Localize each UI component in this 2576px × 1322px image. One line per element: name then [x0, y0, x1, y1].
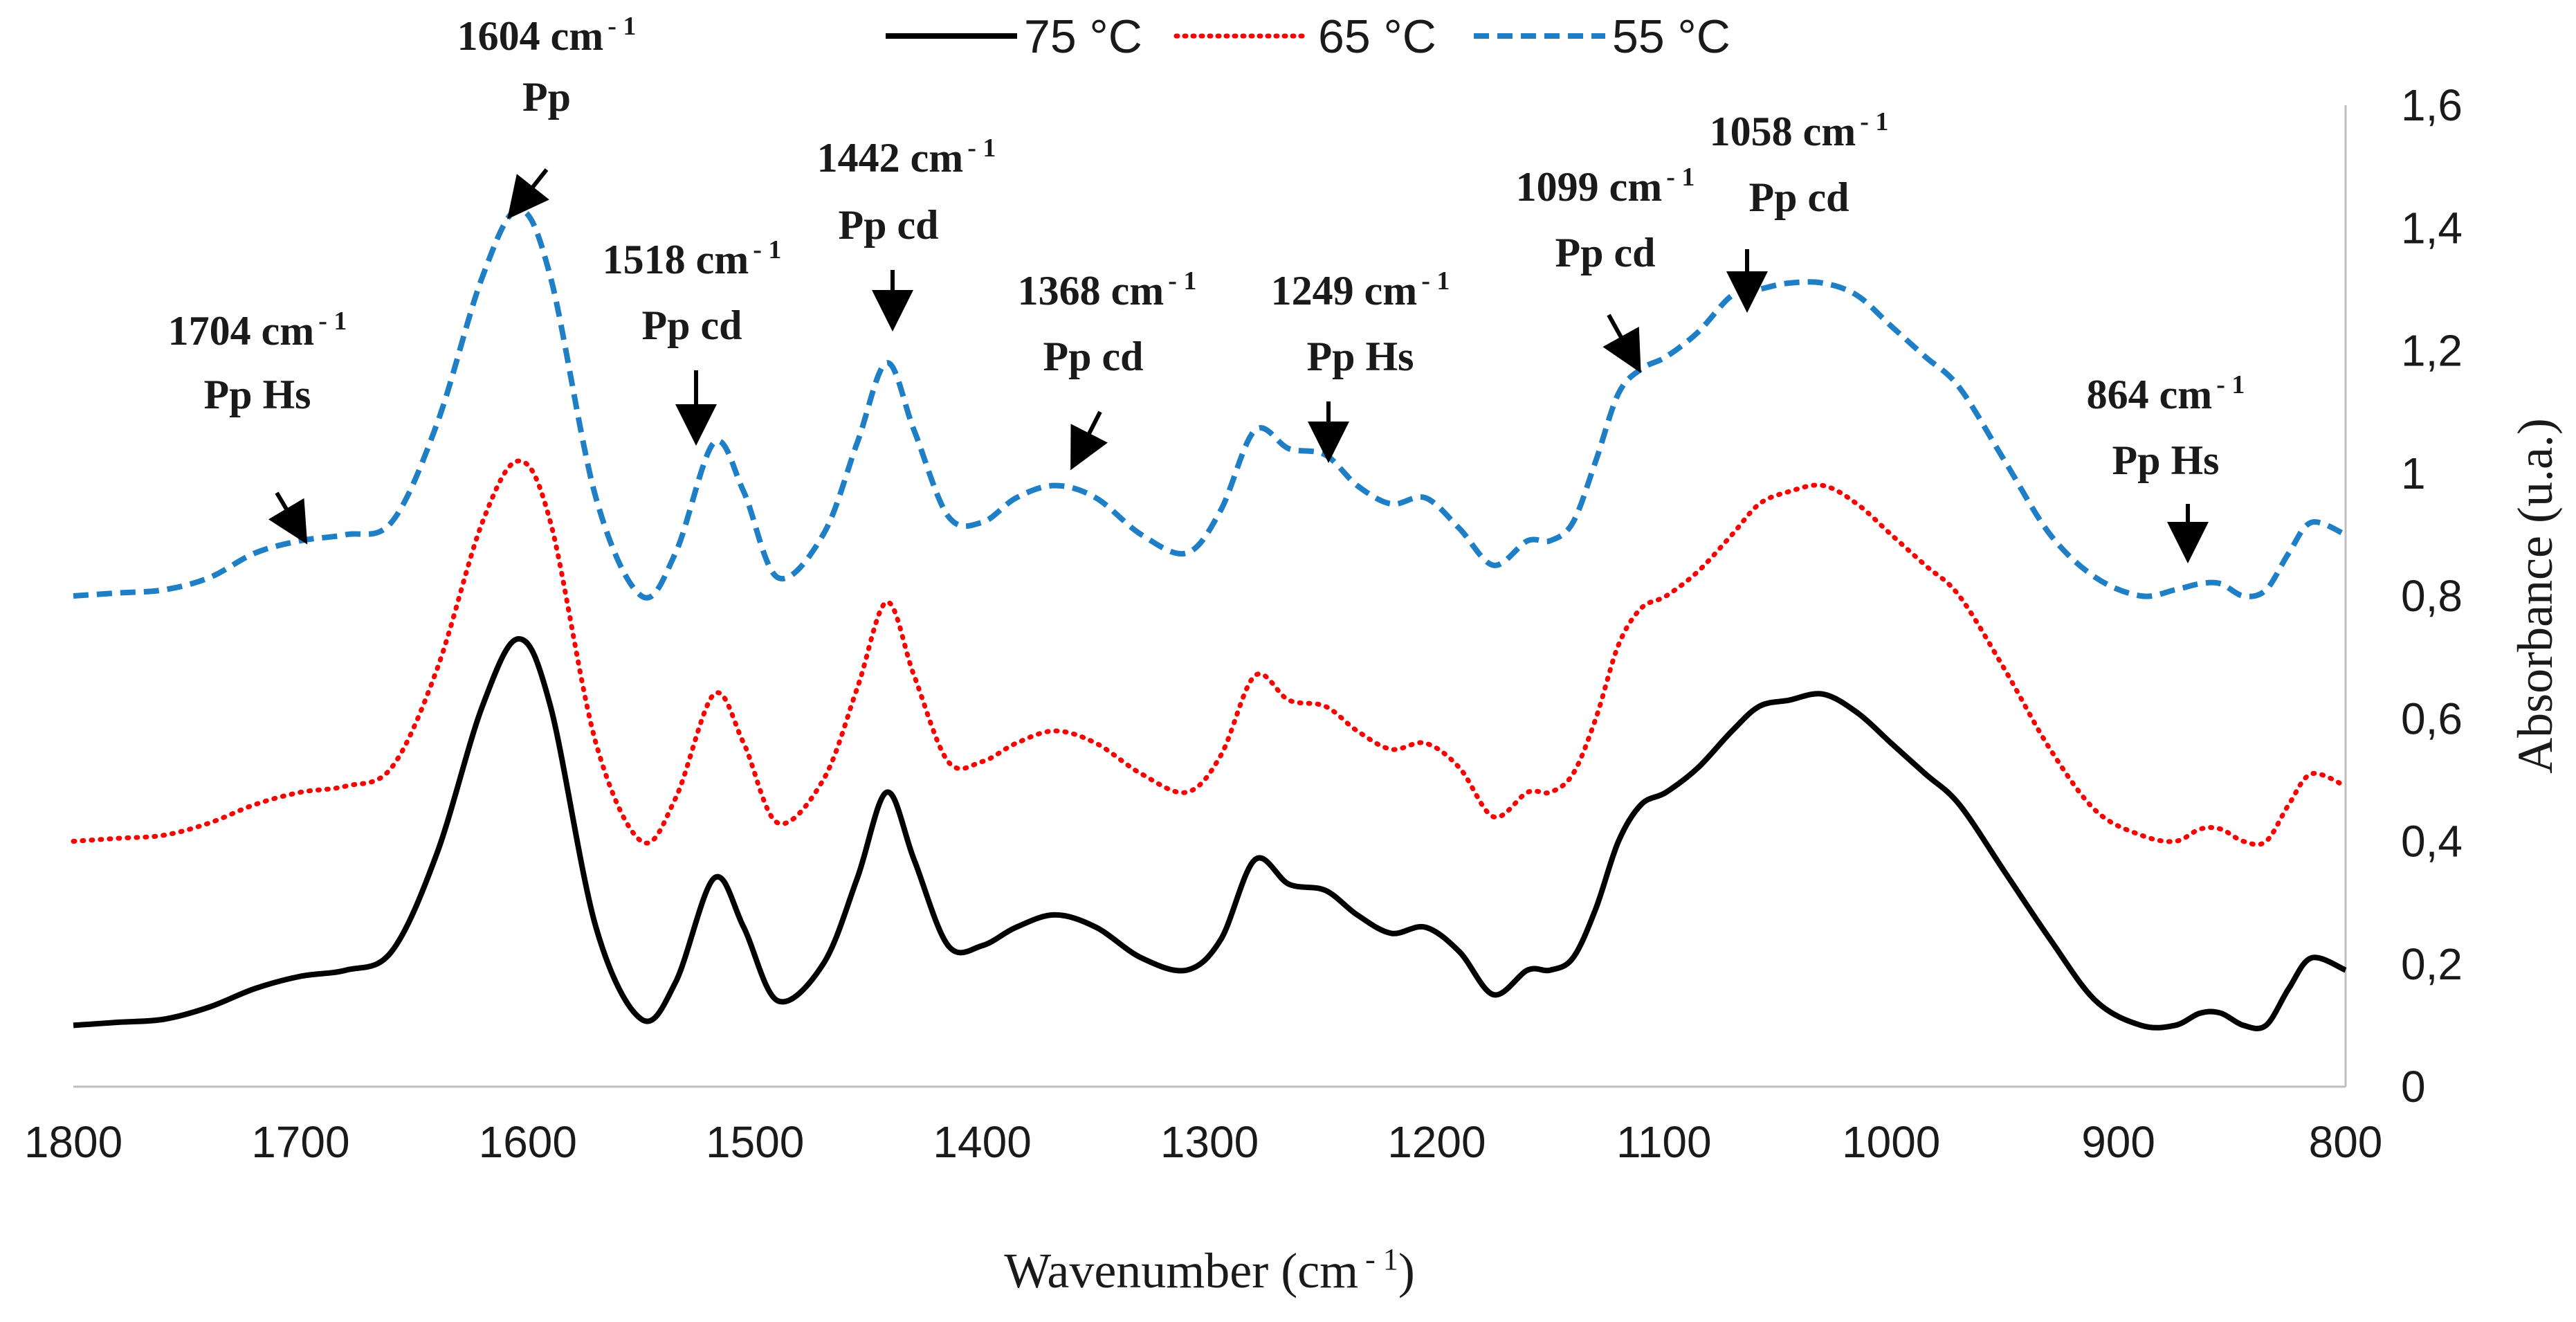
annotation-1704-wavenumber-text: 1704 cm: [168, 308, 315, 354]
y-tick-label-1-2: 1,2: [2401, 326, 2463, 376]
annotation-1604-wavenumber-text: 1604 cm: [457, 13, 604, 59]
x-tick-label-1200: 1200: [1387, 1117, 1486, 1167]
y-axis-title: Absorbance (u.a.): [2508, 418, 2563, 774]
annotation-1518-wavenumber-text: 1518 cm: [603, 237, 749, 282]
annotation-1249-wavenumber-text: 1249 cm: [1271, 268, 1418, 314]
y-tick-label-1-6: 1,6: [2401, 80, 2463, 130]
annotation-1442-sup: - 1: [967, 134, 996, 163]
annotation-1249-sup: - 1: [1421, 266, 1450, 296]
annotation-1099-assignment: Pp cd: [1555, 230, 1655, 275]
annotation-1249-wavenumber: 1249 cm - 1: [1271, 266, 1450, 314]
annotation-864-assignment: Pp Hs: [2112, 437, 2219, 483]
annotation-1604: 1604 cm - 1 Pp: [457, 12, 637, 219]
annotation-1058: 1058 cm - 1 Pp cd: [1710, 107, 1889, 313]
annotation-1442-wavenumber-text: 1442 cm: [817, 135, 964, 181]
annotation-1704-wavenumber: 1704 cm - 1: [168, 307, 347, 354]
annotation-1368: 1368 cm - 1 Pp cd: [1018, 266, 1197, 471]
y-tick-labels: 0 0,2 0,4 0,6 0,8 1 1,2 1,4 1,6: [2401, 80, 2463, 1112]
x-tick-label-1800: 1800: [24, 1117, 122, 1167]
y-tick-label-1-4: 1,4: [2401, 203, 2463, 253]
x-tick-label-1700: 1700: [251, 1117, 349, 1167]
annotation-1704-sup: - 1: [318, 307, 347, 336]
x-axis-title-sup: - 1: [1365, 1242, 1398, 1276]
annotation-1368-assignment: Pp cd: [1043, 334, 1143, 379]
annotation-1368-wavenumber: 1368 cm - 1: [1018, 266, 1197, 314]
annotation-1604-assignment: Pp: [522, 74, 571, 120]
legend-label-75c: 75 °C: [1024, 10, 1142, 63]
x-axis-title-main: Wavenumber (cm: [1004, 1243, 1358, 1298]
annotation-1368-sup: - 1: [1168, 266, 1196, 296]
annotation-1099: 1099 cm - 1 Pp cd: [1516, 163, 1695, 373]
annotation-864: 864 cm - 1 Pp Hs: [2087, 370, 2245, 563]
x-tick-label-1300: 1300: [1160, 1117, 1259, 1167]
x-tick-label-800: 800: [2309, 1117, 2383, 1167]
series-line-55c: [73, 206, 2347, 601]
annotation-1058-wavenumber-text: 1058 cm: [1710, 109, 1856, 154]
annotations: 1604 cm - 1 Pp 1704 cm - 1 Pp Hs 1518 cm - …: [168, 12, 2245, 563]
x-axis-title-close: ): [1398, 1243, 1415, 1298]
annotation-1099-wavenumber-text: 1099 cm: [1516, 164, 1663, 210]
annotation-1249: 1249 cm - 1 Pp Hs: [1271, 266, 1450, 463]
x-tick-label-1400: 1400: [933, 1117, 1031, 1167]
x-tick-labels: 1800 1700 1600 1500 1400 1300 1200 1100 1000 900 8…: [24, 1117, 2383, 1167]
y-tick-label-0-2: 0,2: [2401, 939, 2463, 989]
annotation-1249-assignment: Pp Hs: [1306, 334, 1414, 379]
annotation-864-sup: - 1: [2216, 370, 2245, 399]
y-tick-label-0: 0: [2401, 1062, 2426, 1112]
annotation-1704-arrow: [268, 491, 308, 545]
x-tick-label-1000: 1000: [1842, 1117, 1940, 1167]
x-axis-title: Wavenumber (cm - 1): [1004, 1242, 1415, 1298]
annotation-1604-arrow: [507, 168, 549, 219]
annotation-1442-assignment: Pp cd: [838, 202, 938, 248]
annotation-1442: 1442 cm - 1 Pp cd: [817, 134, 996, 332]
annotation-1099-arrow: [1602, 314, 1641, 373]
annotation-1604-wavenumber: 1604 cm - 1: [457, 12, 637, 59]
legend-label-65c: 65 °C: [1318, 10, 1436, 63]
annotation-864-wavenumber-text: 864 cm: [2087, 372, 2213, 417]
annotation-1518-wavenumber: 1518 cm - 1: [603, 235, 782, 282]
annotation-1604-sup: - 1: [608, 12, 636, 41]
annotation-1518-assignment: Pp cd: [641, 302, 742, 348]
y-tick-label-0-8: 0,8: [2401, 571, 2463, 621]
annotation-1704: 1704 cm - 1 Pp Hs: [168, 307, 347, 545]
x-tick-label-1600: 1600: [479, 1117, 577, 1167]
annotation-1058-sup: - 1: [1860, 107, 1888, 136]
annotation-1442-wavenumber: 1442 cm - 1: [817, 134, 996, 181]
legend-label-55c: 55 °C: [1612, 10, 1730, 63]
annotation-1099-wavenumber: 1099 cm - 1: [1516, 163, 1695, 210]
series-line-75c: [73, 636, 2347, 1032]
y-tick-label-0-6: 0,6: [2401, 694, 2463, 743]
annotation-1368-wavenumber-text: 1368 cm: [1018, 268, 1164, 314]
y-tick-label-1: 1: [2401, 449, 2426, 498]
annotation-1704-assignment: Pp Hs: [203, 372, 311, 417]
annotation-1099-sup: - 1: [1666, 163, 1695, 192]
x-tick-label-1500: 1500: [706, 1117, 804, 1167]
series-group: [71, 206, 2348, 1032]
x-tick-label-1100: 1100: [1616, 1117, 1712, 1167]
x-tick-label-900: 900: [2081, 1117, 2155, 1167]
annotation-1368-arrow: [1070, 410, 1108, 471]
annotation-1058-wavenumber: 1058 cm - 1: [1710, 107, 1889, 154]
annotation-1058-assignment: Pp cd: [1748, 174, 1849, 220]
annotation-1518: 1518 cm - 1 Pp cd: [603, 235, 782, 446]
annotation-864-wavenumber: 864 cm - 1: [2087, 370, 2245, 417]
legend: 75 °C 65 °C 55 °C: [886, 10, 1730, 63]
annotation-1518-sup: - 1: [753, 235, 781, 264]
y-tick-label-0-4: 0,4: [2401, 817, 2463, 867]
series-line-65c: [71, 458, 2348, 847]
